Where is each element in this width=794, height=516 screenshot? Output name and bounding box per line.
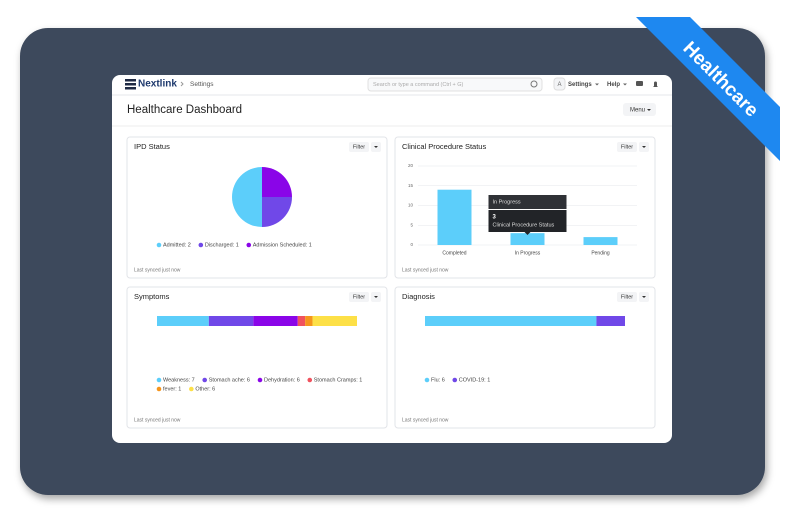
legend-swatch <box>307 377 313 383</box>
legend-swatch <box>156 386 162 392</box>
pie-slice <box>232 167 262 227</box>
search-icon <box>530 80 538 88</box>
panel-footer: Last synced just now <box>402 417 449 423</box>
bar-segment <box>297 316 306 326</box>
caret <box>647 109 651 111</box>
legend-swatch <box>156 377 162 383</box>
bar-segment <box>596 316 625 326</box>
legend-swatch <box>246 242 252 248</box>
legend-label: Stomach ache: 6 <box>209 377 250 383</box>
bar-segment <box>312 316 357 326</box>
legend-label: Admission Scheduled: 1 <box>253 242 312 248</box>
panel <box>126 286 388 429</box>
breadcrumb[interactable]: Settings <box>190 81 214 88</box>
tooltip-arrow <box>524 232 531 235</box>
logo <box>125 79 136 90</box>
legend-label: Stomach Cramps: 1 <box>314 377 363 383</box>
search-box[interactable] <box>367 77 543 92</box>
panel-title: IPD Status <box>134 142 170 151</box>
panel-footer: Last synced just now <box>402 267 449 273</box>
legend-label: fever: 1 <box>163 386 181 392</box>
caret <box>374 296 378 298</box>
legend-swatch <box>202 377 208 383</box>
tooltip-series: Clinical Procedure Status <box>493 222 555 228</box>
caret <box>642 146 646 148</box>
x-tick-label: Completed <box>442 250 466 256</box>
nav-menu[interactable]: Settings <box>568 82 592 88</box>
tooltip-value: 3 <box>493 215 497 221</box>
bell-icon[interactable] <box>653 81 658 88</box>
legend-label: Flu: 6 <box>431 377 445 383</box>
bar <box>437 189 472 245</box>
bar-segment <box>208 316 254 326</box>
legend-label: Weakness: 7 <box>163 377 195 383</box>
menu-button[interactable] <box>623 103 656 116</box>
pie-slice <box>262 167 292 197</box>
panel-title: Clinical Procedure Status <box>402 142 486 151</box>
legend-swatch <box>156 242 162 248</box>
avatar[interactable] <box>553 77 566 91</box>
panel-footer: Last synced just now <box>134 267 181 273</box>
nav-menu[interactable]: Help <box>607 82 620 88</box>
bar-segment <box>157 316 209 326</box>
x-tick-label: Pending <box>591 250 610 256</box>
search-placeholder: Search or type a command (Ctrl + G) <box>373 82 463 88</box>
y-tick-label: 20 <box>408 163 414 168</box>
caret <box>642 296 646 298</box>
ribbon <box>636 17 780 161</box>
y-tick-label: 5 <box>410 222 413 227</box>
legend-swatch <box>189 386 194 392</box>
panel-title: Diagnosis <box>402 292 435 301</box>
tooltip-title: In Progress <box>493 199 521 205</box>
filter-button[interactable] <box>617 292 637 302</box>
caret <box>374 146 378 148</box>
legend-swatch <box>198 242 204 248</box>
legend-label: COVID-19: 1 <box>459 377 490 383</box>
y-tick-label: 0 <box>410 242 413 247</box>
tooltip-body <box>488 210 567 232</box>
breadcrumb-sep <box>180 81 184 87</box>
filter-button[interactable] <box>349 142 369 152</box>
brand[interactable]: Nextlink <box>138 79 177 90</box>
filter-label: Filter <box>621 294 633 300</box>
filter-label: Filter <box>621 144 633 150</box>
panel <box>394 286 656 429</box>
bar <box>583 237 618 245</box>
caret <box>623 83 627 86</box>
pie-slice <box>262 197 292 227</box>
legend-swatch <box>424 377 430 383</box>
caret <box>595 83 599 86</box>
legend-swatch <box>257 377 263 383</box>
panel-title: Symptoms <box>134 292 170 301</box>
legend-label: Other: 6 <box>195 386 215 392</box>
bar-segment <box>425 316 597 326</box>
page-title: Healthcare Dashboard <box>127 104 242 116</box>
legend-label: Discharged: 1 <box>205 242 239 248</box>
chat-icon[interactable] <box>636 81 643 86</box>
menu-label: Menu <box>630 108 645 114</box>
legend-label: Admitted: 2 <box>163 242 191 248</box>
bar-segment <box>305 316 313 326</box>
y-tick-label: 15 <box>408 183 414 188</box>
legend-label: Dehydration: 6 <box>264 377 300 383</box>
filter-button[interactable] <box>617 142 637 152</box>
filter-button[interactable] <box>349 292 369 302</box>
panel-footer: Last synced just now <box>134 417 181 423</box>
bar-segment <box>253 316 298 326</box>
x-tick-label: In Progress <box>515 250 541 256</box>
bar <box>510 233 545 245</box>
tooltip-head <box>488 195 567 209</box>
filter-label: Filter <box>353 294 365 300</box>
legend-swatch <box>452 377 458 383</box>
filter-label: Filter <box>353 144 365 150</box>
avatar-letter: A <box>557 82 561 88</box>
y-tick-label: 10 <box>408 203 414 208</box>
